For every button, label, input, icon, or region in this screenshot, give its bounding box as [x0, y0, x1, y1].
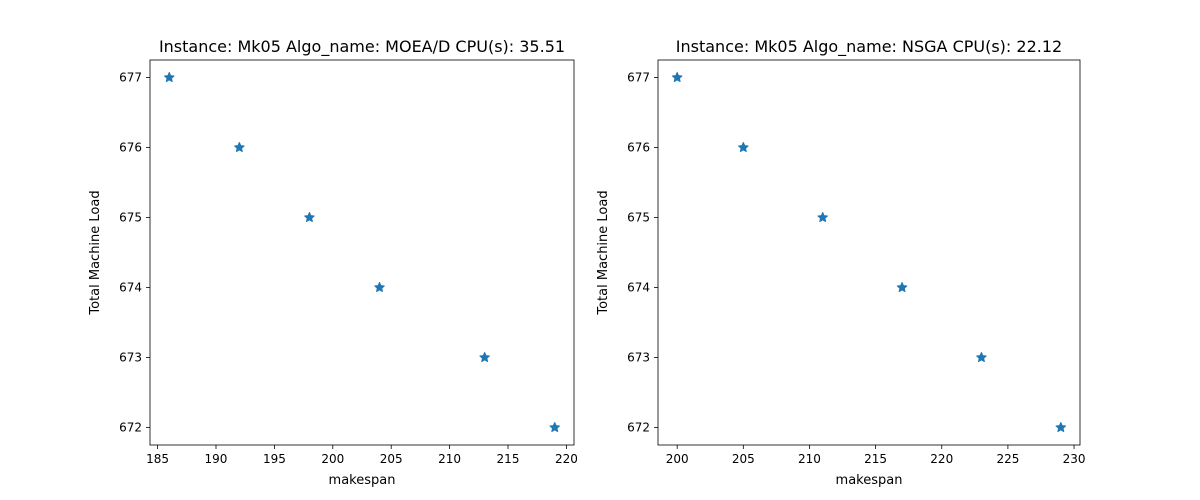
- data-point: [304, 212, 315, 223]
- data-point: [738, 142, 749, 153]
- y-tick-label: 673: [119, 351, 142, 365]
- y-tick-label: 674: [119, 281, 142, 295]
- y-tick-label: 675: [627, 211, 650, 225]
- y-tick-label: 677: [627, 71, 650, 85]
- x-axis-label: makespan: [836, 473, 903, 488]
- data-point: [1055, 422, 1067, 433]
- y-tick-label: 676: [119, 141, 142, 155]
- data-point: [549, 422, 560, 433]
- x-tick-label: 210: [798, 452, 821, 466]
- chart-nsga: Instance: Mk05 Algo_name: NSGA CPU(s): 2…: [596, 37, 1086, 488]
- data-point: [817, 212, 828, 223]
- chart-moead: Instance: Mk05 Algo_name: MOEA/D CPU(s):…: [88, 37, 578, 488]
- data-point: [374, 282, 385, 293]
- x-tick-label: 225: [996, 452, 1019, 466]
- y-axis-label: Total Machine Load: [596, 190, 611, 315]
- x-tick-label: 220: [555, 452, 578, 466]
- y-tick-label: 674: [627, 281, 650, 295]
- data-point: [479, 352, 490, 363]
- x-tick-label: 230: [1063, 452, 1086, 466]
- y-tick-label: 677: [119, 71, 142, 85]
- y-tick-label: 672: [119, 421, 142, 435]
- chart-title: Instance: Mk05 Algo_name: MOEA/D CPU(s):…: [159, 37, 565, 57]
- data-point: [671, 72, 683, 83]
- data-point: [164, 72, 175, 83]
- x-axis-label: makespan: [329, 473, 396, 488]
- x-tick-label: 210: [438, 452, 461, 466]
- x-tick-label: 185: [146, 452, 169, 466]
- y-tick-label: 672: [627, 421, 650, 435]
- x-tick-label: 215: [864, 452, 887, 466]
- y-tick-label: 673: [627, 351, 650, 365]
- plot-frame: [657, 59, 1081, 446]
- x-tick-label: 215: [497, 452, 520, 466]
- y-tick-label: 675: [119, 211, 142, 225]
- x-tick-label: 200: [666, 452, 689, 466]
- x-tick-label: 190: [205, 452, 228, 466]
- data-point: [896, 282, 908, 293]
- chart-title: Instance: Mk05 Algo_name: NSGA CPU(s): 2…: [676, 37, 1062, 57]
- data-point: [234, 142, 245, 153]
- y-tick-label: 676: [627, 141, 650, 155]
- x-tick-label: 195: [263, 452, 286, 466]
- plot-frame: [149, 59, 575, 446]
- x-tick-label: 220: [930, 452, 953, 466]
- x-tick-label: 205: [380, 452, 403, 466]
- x-tick-label: 205: [732, 452, 755, 466]
- x-tick-label: 200: [321, 452, 344, 466]
- y-axis-label: Total Machine Load: [88, 190, 103, 315]
- data-point: [976, 352, 987, 363]
